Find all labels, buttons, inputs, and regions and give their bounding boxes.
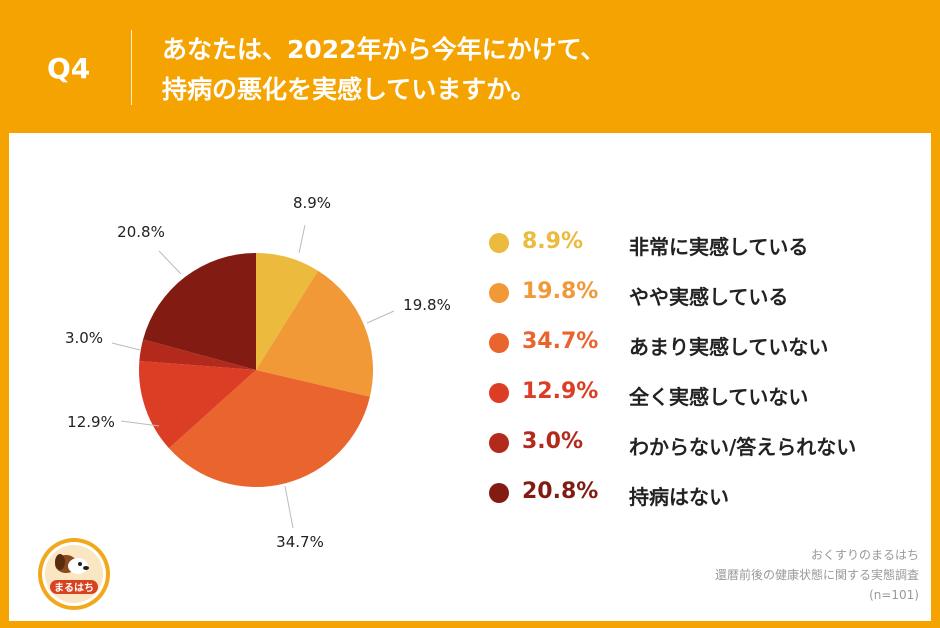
chart-legend: 8.9% 非常に実感している 19.8% やや実感している 34.7% あまり実感していな… [489,229,909,529]
legend-item: 20.8% 持病はない [489,479,909,529]
legend-item: 19.8% やや実感している [489,279,909,329]
legend-item: 3.0% わからない/答えられない [489,429,909,479]
legend-item: 34.7% あまり実感していない [489,329,909,379]
legend-value: 3.0% [522,429,584,454]
legend-value: 34.7% [522,329,599,354]
legend-item: 8.9% 非常に実感している [489,229,909,279]
legend-swatch [489,333,509,353]
source-survey: 還暦前後の健康状態に関する実態調査 [714,568,919,582]
leader-line [366,310,395,324]
legend-label: 全く実感していない [629,385,809,409]
legend-value: 12.9% [522,379,599,404]
brand-logo: まるはち [36,536,112,612]
slice-data-label: 3.0% [65,329,103,347]
pie-slice [256,270,373,397]
legend-swatch [489,283,509,303]
leader-line [284,485,294,529]
pie-slice [138,361,256,449]
chart-panel: 8.9% 19.8% 34.7% 12.9% 3.0% 20.8% 8.9% 非常に実感して… [9,133,931,621]
header-divider [131,30,132,105]
slice-data-label: 19.8% [403,296,451,314]
source-sample: (n=101) [869,588,919,602]
leader-line [158,250,182,275]
pie-slice [143,253,256,370]
slice-data-label: 12.9% [67,413,115,431]
question-header: Q4 あなたは、2022年から今年にかけて、 持病の悪化を実感していますか。 [0,0,940,133]
legend-label: やや実感している [629,285,789,309]
legend-swatch [489,483,509,503]
legend-item: 12.9% 全く実感していない [489,379,909,429]
leader-line [298,224,306,254]
legend-label: わからない/答えられない [629,435,857,459]
legend-swatch [489,383,509,403]
legend-label: あまり実感していない [629,335,829,359]
question-title-line2: 持病の悪化を実感していますか。 [162,75,536,104]
legend-value: 20.8% [522,479,599,504]
legend-label: 持病はない [629,485,729,509]
slice-data-label: 20.8% [117,223,165,241]
pie-slice [169,370,370,488]
pie-slice [256,253,319,370]
question-title-line1: あなたは、2022年から今年にかけて、 [162,35,606,64]
slice-data-label: 8.9% [293,194,331,212]
source-note: おくすりのまるはち 還暦前後の健康状態に関する実態調査 (n=101) [715,545,919,605]
pie-chart: 8.9% 19.8% 34.7% 12.9% 3.0% 20.8% [65,194,451,551]
logo-text: まるはち [54,582,94,594]
legend-swatch [489,433,509,453]
pie-slice [139,339,256,370]
question-number: Q4 [47,52,91,85]
legend-value: 19.8% [522,279,599,304]
leader-line [111,342,141,351]
slice-data-label: 34.7% [276,533,324,551]
legend-label: 非常に実感している [629,235,809,259]
legend-value: 8.9% [522,229,584,254]
question-title: あなたは、2022年から今年にかけて、 持病の悪化を実感していますか。 [162,30,902,110]
legend-swatch [489,233,509,253]
source-brand: おくすりのまるはち [810,548,919,562]
leader-line [120,420,160,427]
